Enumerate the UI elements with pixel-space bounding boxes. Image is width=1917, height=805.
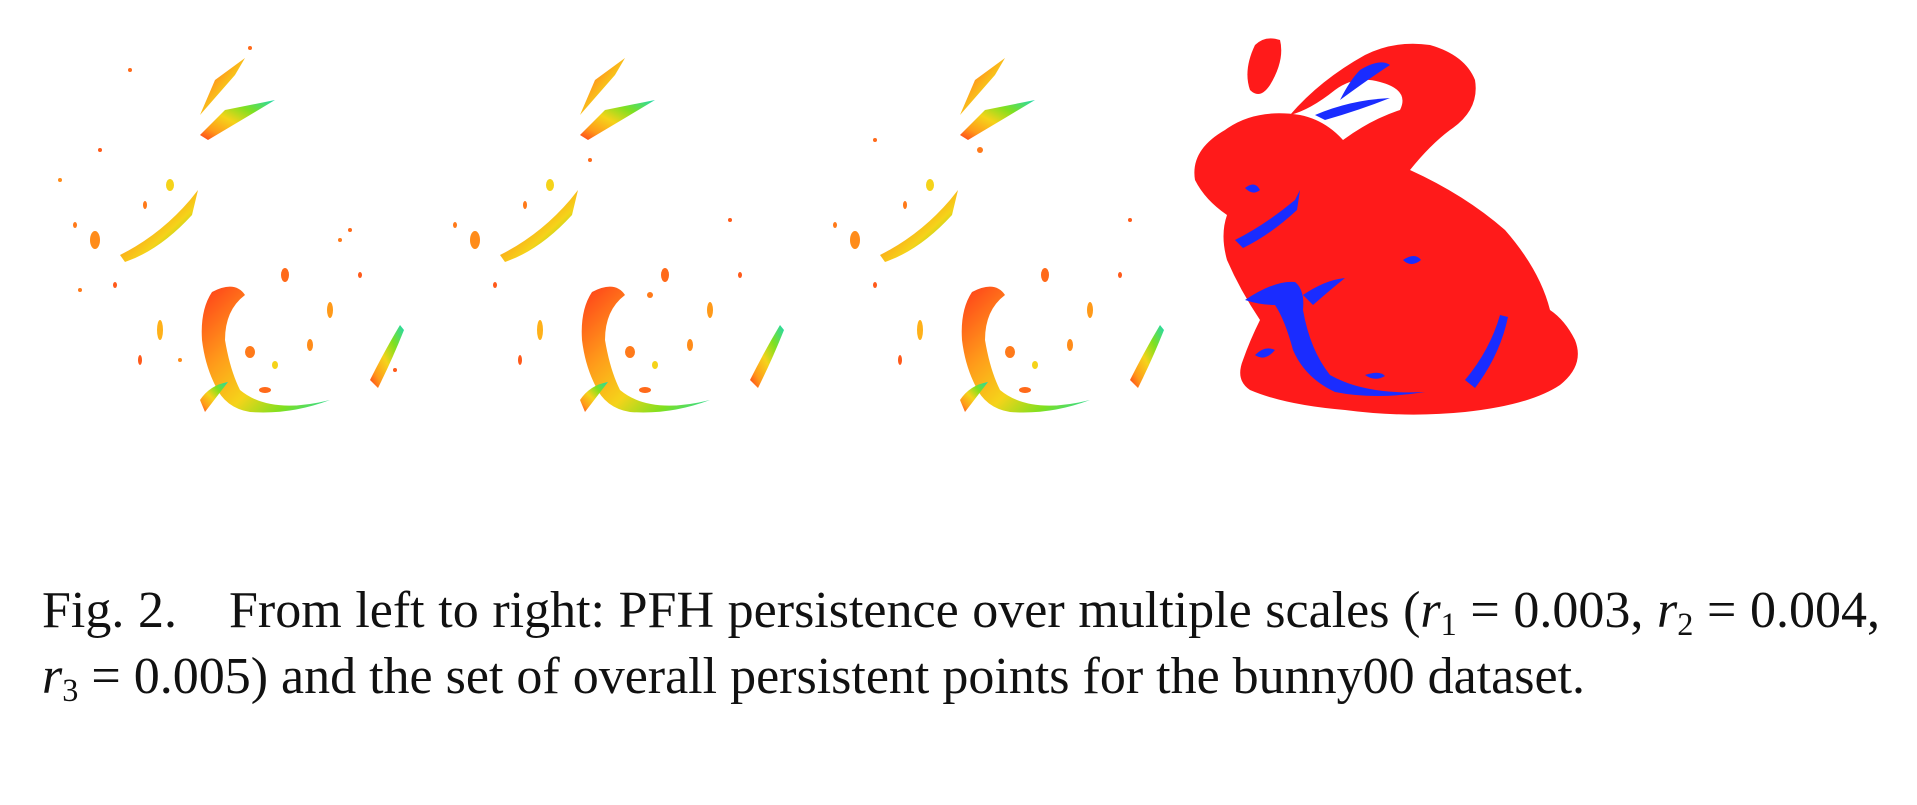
figure-bunny-panels [58, 38, 1578, 415]
caption-label: Fig. 2. [42, 582, 178, 639]
caption-subscript-1: 1 [1440, 606, 1457, 643]
caption-variable-r2: r [1657, 582, 1678, 639]
caption-subscript-3: 3 [62, 672, 79, 709]
panel-scale-r1 [58, 46, 404, 413]
figure-caption: Fig. 2. From left to right: PFH persisten… [42, 578, 1880, 710]
caption-value-3: = 0.005) and the set of overall persiste… [78, 648, 1586, 705]
caption-text-part-1: From left to right: PFH persistence over… [229, 582, 1421, 639]
caption-variable-r1: r [1420, 582, 1441, 639]
caption-value-2: = 0.004, [1693, 582, 1881, 639]
caption-variable-r3: r [42, 648, 63, 705]
panel-scale-r3 [833, 58, 1164, 413]
caption-subscript-2: 2 [1677, 606, 1694, 643]
caption-value-1: = 0.003, [1456, 582, 1658, 639]
panel-scale-r2 [453, 58, 784, 413]
panel-overall-persistent [1194, 38, 1578, 415]
